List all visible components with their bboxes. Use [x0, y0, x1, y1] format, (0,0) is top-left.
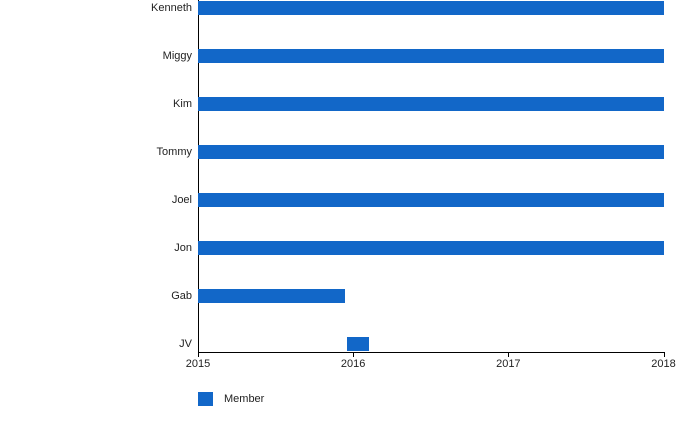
category-label: Tommy: [156, 146, 192, 158]
timeline-bar: [346, 337, 369, 351]
x-axis-tick: [663, 352, 665, 357]
x-axis-tick: [508, 352, 510, 357]
timeline-bar: [198, 145, 664, 159]
category-label: Miggy: [162, 50, 192, 62]
category-label: Joel: [171, 194, 192, 206]
timeline-bar: [198, 241, 664, 255]
chart-legend: Member: [198, 392, 264, 406]
timeline-bar: [198, 49, 664, 63]
x-axis-tick-label: 2018: [651, 358, 676, 370]
x-axis-tick: [198, 352, 199, 357]
timeline-bar: [198, 193, 664, 207]
timeline-bar: [198, 1, 664, 15]
timeline-bar: [198, 97, 664, 111]
category-label: Kim: [173, 98, 192, 110]
x-axis-tick: [353, 352, 355, 357]
category-label: Kenneth: [151, 2, 192, 14]
x-axis-line: [198, 352, 665, 353]
x-axis-tick-label: 2015: [185, 358, 211, 370]
timeline-bar: [198, 289, 346, 303]
category-label: Jon: [174, 242, 192, 254]
category-label: Gab: [171, 290, 192, 302]
legend-swatch: [198, 392, 213, 406]
x-axis-tick-label: 2017: [496, 358, 521, 370]
x-axis-tick-label: 2016: [340, 358, 366, 370]
y-axis-line: [198, 0, 199, 352]
legend-label: Member: [224, 393, 265, 405]
category-label: JV: [179, 338, 192, 350]
